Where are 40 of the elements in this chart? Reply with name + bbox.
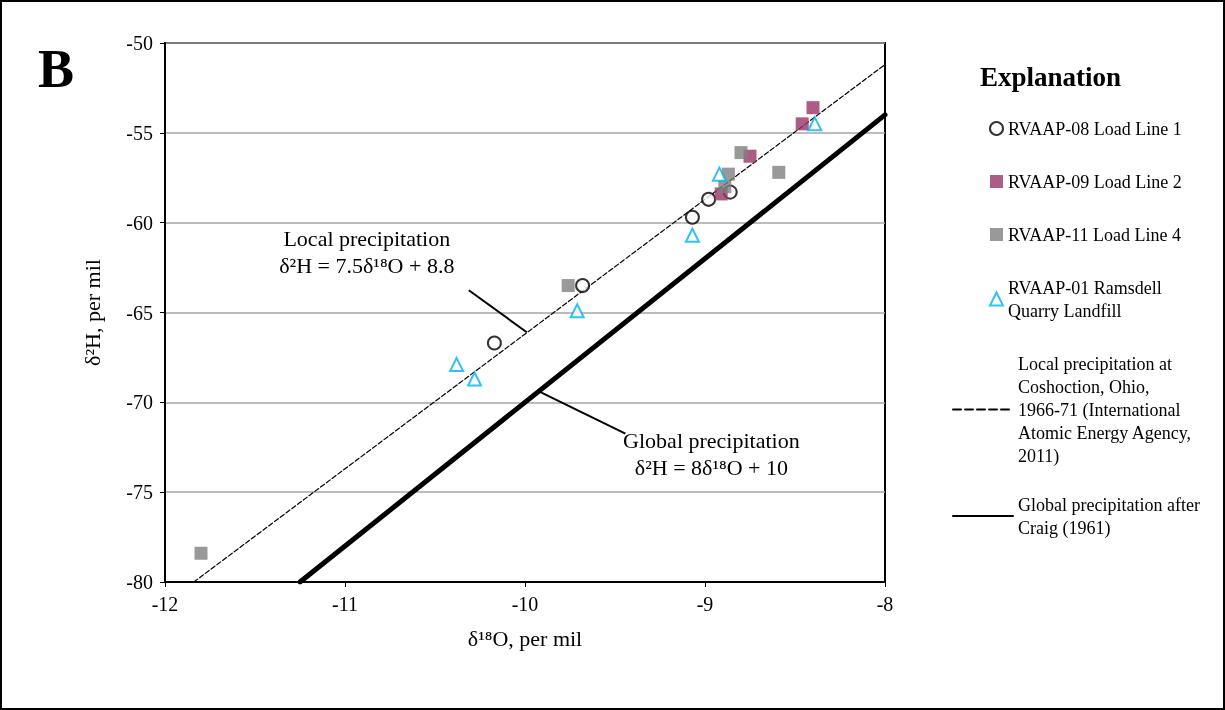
point <box>772 165 786 179</box>
point <box>575 278 591 294</box>
legend-label: Global precipitation after Craig (1961) <box>1018 494 1205 539</box>
point <box>467 371 483 387</box>
point <box>684 227 700 243</box>
x-tick-label: -11 <box>332 593 358 615</box>
annotation: Global precipitation δ²H = 8δ¹⁸O + 10 <box>623 427 800 480</box>
point <box>194 546 208 560</box>
legend-title: Explanation <box>979 61 1122 92</box>
point <box>569 303 585 319</box>
legend-label: RVAAP-11 Load Line 4 <box>1008 224 1182 245</box>
point <box>561 279 575 293</box>
legend-label: RVAAP-01 Ramsdell Quarry Landfill <box>1008 277 1167 321</box>
y-tick-label: -60 <box>126 211 153 234</box>
y-tick-label: -70 <box>126 391 153 414</box>
legend-label: RVAAP-09 Load Line 2 <box>1008 171 1182 192</box>
x-tick-label: -12 <box>151 593 179 615</box>
annotation: Local precipitation δ²H = 7.5δ¹⁸O + 8.8 <box>279 226 455 279</box>
y-axis-title: δ²H, per mil <box>79 259 105 366</box>
x-tick-label: -9 <box>696 593 714 615</box>
point <box>449 357 465 373</box>
legend-label: Local precipitation at Coshoction, Ohio, 1966-71 (International Atomic Energy Agency, 2011) <box>1018 353 1196 467</box>
y-tick-label: -80 <box>126 571 153 593</box>
y-tick-label: -75 <box>126 481 153 504</box>
y-tick-label: -65 <box>126 301 153 324</box>
x-axis-title: δ¹⁸O, per mil <box>467 625 583 651</box>
text: B <box>38 39 75 99</box>
point <box>711 166 727 182</box>
point <box>734 146 748 160</box>
point <box>486 335 502 351</box>
x-tick-label: -8 <box>876 593 894 615</box>
y-tick-label: -50 <box>126 32 153 54</box>
point <box>795 117 809 131</box>
legend-label: RVAAP-08 Load Line 1 <box>1008 118 1182 139</box>
y-tick-label: -55 <box>126 121 153 144</box>
point <box>684 209 700 225</box>
x-tick-label: -10 <box>511 593 539 615</box>
point <box>701 191 717 207</box>
point <box>807 116 823 132</box>
point <box>806 101 820 115</box>
